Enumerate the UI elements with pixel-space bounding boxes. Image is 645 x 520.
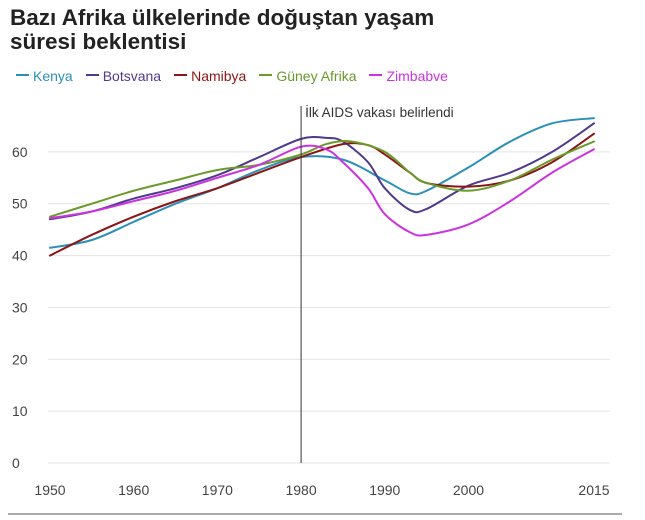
legend-item-botsvana: Botsvana [85, 68, 162, 84]
legend-swatch [369, 74, 383, 77]
x-tick-label: 1980 [285, 482, 316, 498]
legend-item-g-ney-afrika: Güney Afrika [259, 68, 356, 84]
x-tick-label: 1950 [34, 482, 65, 498]
x-tick-label: 1990 [369, 482, 400, 498]
chart-title-line-2: süresi beklentisi [10, 29, 187, 54]
chart-title-line-1: Bazı Afrika ülkelerinde doğuştan yaşam [10, 5, 435, 30]
y-tick-label: 10 [12, 403, 28, 419]
y-tick-label: 30 [12, 299, 28, 315]
chart-title: Bazı Afrika ülkelerinde doğuştan yaşam s… [10, 6, 630, 54]
chart-legend: Kenya Botsvana Namibya Güney Afrika Zimbabve [16, 68, 461, 88]
x-tick-label: 2015 [578, 482, 609, 498]
legend-swatch [16, 74, 29, 77]
legend-item-namibya: Namibya [174, 68, 246, 84]
legend-label: Botsvana [102, 68, 162, 84]
legend-item-kenya: Kenya [16, 68, 73, 84]
series-line-g-ney-afrika [49, 140, 595, 218]
y-tick-label: 40 [12, 248, 28, 264]
series-line-botsvana [49, 122, 595, 221]
annotation-label: İlk AIDS vakası belirlendi [305, 105, 454, 120]
y-tick-label: 60 [12, 144, 28, 160]
series-line-kenya [49, 117, 595, 249]
legend-item-zimbabve: Zimbabve [369, 68, 448, 84]
x-tick-label: 2000 [453, 482, 484, 498]
legend-swatch [174, 74, 188, 77]
x-tick-label: 1970 [202, 482, 233, 498]
y-tick-label: 0 [12, 455, 20, 471]
x-tick-label: 1960 [118, 482, 149, 498]
y-tick-label: 50 [12, 196, 28, 212]
y-tick-label: 20 [12, 351, 28, 367]
legend-label: Kenya [33, 68, 73, 84]
series-line-zimbabve [49, 144, 595, 237]
legend-label: Güney Afrika [276, 68, 357, 84]
legend-label: Zimbabve [386, 68, 448, 84]
legend-swatch [85, 74, 99, 77]
legend-swatch [259, 74, 273, 77]
legend-label: Namibya [191, 68, 247, 84]
